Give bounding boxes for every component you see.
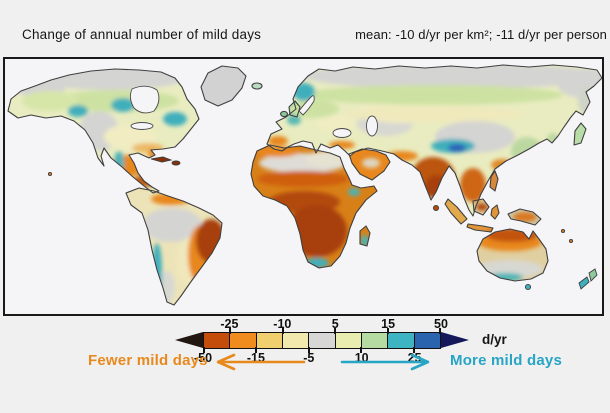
more-arrow-icon xyxy=(340,353,436,376)
colorbar-tick xyxy=(439,328,441,334)
colorbar-tick xyxy=(307,347,310,353)
world-map-svg xyxy=(7,64,602,306)
colorbar-tick xyxy=(281,328,284,334)
great-lakes xyxy=(130,122,154,130)
climate-color-patches xyxy=(15,65,602,305)
small-islands xyxy=(47,156,598,291)
colorbar-segment-3 xyxy=(281,333,309,348)
hudson-bay xyxy=(129,85,160,114)
colorbar-left-tip xyxy=(175,332,203,348)
caspian-sea xyxy=(366,115,378,137)
colorbar-tick xyxy=(255,347,258,353)
colorbar xyxy=(175,328,469,353)
colorbar-segment-2 xyxy=(255,333,282,348)
colorbar-tick-label: 5 xyxy=(331,317,339,331)
colorbar-segment-5 xyxy=(334,333,361,348)
colorbar-tick-label: -5 xyxy=(303,351,315,365)
colorbar-tick-label: 15 xyxy=(381,317,396,331)
mean-annotation: mean: -10 d/yr per km²; -11 d/yr per per… xyxy=(355,27,607,42)
colorbar-tick xyxy=(229,328,232,334)
colorbar-tick-label: 50 xyxy=(434,317,448,331)
colorbar-tick-label: -10 xyxy=(273,317,292,331)
page-title: Change of annual number of mild days xyxy=(22,27,262,42)
colorbar-tick xyxy=(386,328,389,334)
colorbar-segment-0 xyxy=(204,333,230,348)
colorbar-unit-label: d/yr xyxy=(482,332,507,347)
baltic-sea xyxy=(298,95,315,116)
colorbar-segments xyxy=(203,328,441,353)
colorbar-tick xyxy=(203,347,205,353)
fewer-arrow-icon xyxy=(210,353,306,376)
landmass-greenland xyxy=(201,66,246,106)
colorbar-segment-7 xyxy=(387,333,414,348)
colorbar-top-labels: -25 -10 5 15 50 xyxy=(203,317,448,331)
landmass-sumatra xyxy=(445,199,467,224)
more-mild-days-label: More mild days xyxy=(450,352,562,369)
colorbar-tick xyxy=(360,347,363,353)
inland-seas xyxy=(129,85,378,138)
colorbar-tick xyxy=(334,328,337,334)
colorbar-segment-1 xyxy=(229,333,256,348)
colorbar-right-tip xyxy=(441,332,469,348)
colorbar-segment-8 xyxy=(413,333,440,348)
map-panel xyxy=(3,57,604,316)
black-sea xyxy=(332,128,352,138)
colorbar-segment-6 xyxy=(360,333,388,348)
fewer-mild-days-label: Fewer mild days xyxy=(88,352,208,369)
colorbar-segment-4 xyxy=(308,333,335,348)
colorbar-tick-label: -25 xyxy=(220,317,239,331)
colorbar-tick-label: -50 xyxy=(193,351,213,365)
colorbar-tick xyxy=(412,347,415,353)
